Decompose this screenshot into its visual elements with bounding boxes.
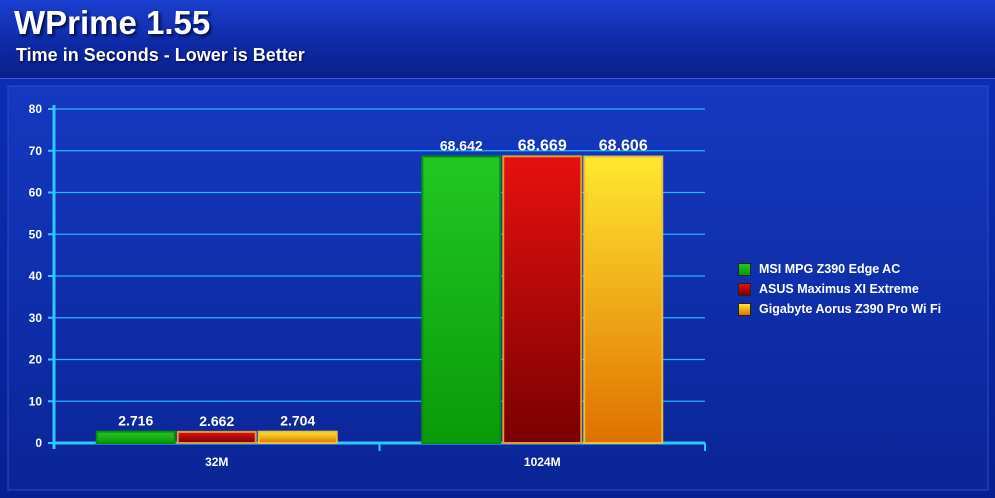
x-tick-label: 1024M (524, 455, 561, 469)
data-label: 2.716 (118, 413, 153, 429)
legend-item-gigabyte: Gigabyte Aorus Z390 Pro Wi Fi (738, 300, 941, 318)
y-tick-label: 40 (29, 269, 43, 283)
y-tick-label: 70 (29, 144, 43, 158)
bar-1024m-series-1 (502, 155, 583, 445)
y-tick-label: 60 (29, 186, 43, 200)
title-band: WPrime 1.55 Time in Seconds - Lower is B… (0, 0, 995, 79)
bar-1024m-series-0 (421, 155, 502, 444)
data-label: 68.606 (599, 138, 648, 155)
x-tick-label: 32M (205, 455, 228, 469)
bar-32m-series-1 (176, 430, 257, 444)
y-tick-label: 0 (35, 436, 42, 450)
bar-32m-series-2 (257, 430, 338, 444)
legend-label-msi: MSI MPG Z390 Edge AC (759, 262, 901, 276)
legend-swatch-asus (738, 282, 751, 296)
data-label: 2.704 (280, 413, 315, 429)
y-tick-label: 10 (29, 394, 43, 408)
y-tick-label: 80 (29, 102, 43, 116)
bar-32m-series-0 (95, 430, 176, 445)
legend-label-gigabyte: Gigabyte Aorus Z390 Pro Wi Fi (759, 302, 942, 316)
chart-subtitle: Time in Seconds - Lower is Better (16, 45, 305, 65)
y-tick-label: 50 (29, 227, 43, 241)
legend-swatch-msi (738, 262, 751, 276)
bar-1024m-series-2 (583, 155, 664, 444)
data-label: 68.642 (440, 137, 483, 153)
legend-item-msi: MSI MPG Z390 Edge AC (738, 260, 941, 278)
legend-swatch-gigabyte (738, 302, 751, 316)
legend-item-asus: ASUS Maximus XI Extreme (738, 280, 941, 298)
y-tick-label: 20 (29, 353, 43, 367)
data-label: 68.669 (518, 137, 567, 154)
legend-label-asus: ASUS Maximus XI Extreme (759, 282, 919, 296)
legend: MSI MPG Z390 Edge AC ASUS Maximus XI Ext… (738, 260, 941, 320)
chart-title: WPrime 1.55 (14, 4, 211, 41)
y-tick-label: 30 (29, 311, 43, 325)
data-label: 2.662 (199, 413, 234, 429)
